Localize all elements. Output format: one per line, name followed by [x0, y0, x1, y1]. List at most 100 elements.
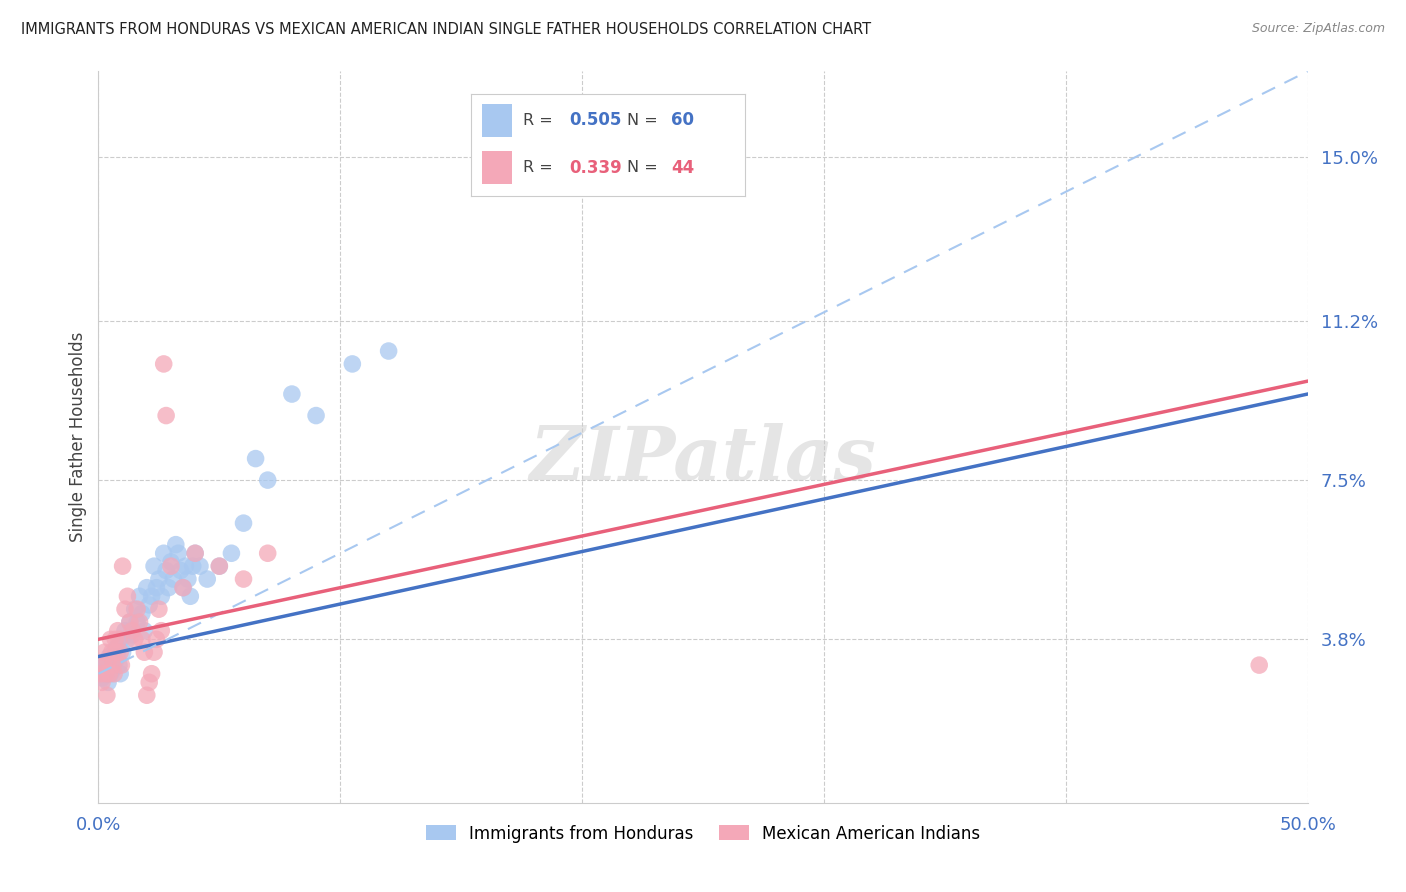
- Point: [97, 654, 120, 668]
- Point: [174, 559, 197, 574]
- Point: [121, 628, 143, 642]
- Point: [100, 632, 122, 647]
- Point: [91, 658, 114, 673]
- Text: 0.505: 0.505: [569, 112, 621, 129]
- Point: [377, 344, 399, 359]
- Point: [157, 581, 180, 595]
- Point: [150, 589, 173, 603]
- Point: [172, 581, 194, 595]
- Point: [131, 607, 153, 621]
- Point: [101, 658, 124, 673]
- Point: [155, 564, 177, 578]
- Point: [342, 357, 364, 371]
- Point: [100, 658, 122, 673]
- Point: [117, 589, 139, 603]
- Point: [103, 666, 125, 681]
- Text: 60: 60: [671, 112, 695, 129]
- Point: [111, 559, 134, 574]
- Text: 0.339: 0.339: [569, 159, 623, 177]
- Point: [256, 546, 278, 560]
- Point: [91, 658, 114, 673]
- Text: R =: R =: [523, 112, 558, 128]
- Point: [101, 662, 124, 676]
- Point: [179, 589, 201, 603]
- Point: [128, 589, 150, 603]
- Point: [134, 624, 156, 638]
- Point: [135, 688, 157, 702]
- Text: N =: N =: [627, 160, 664, 175]
- Point: [104, 632, 127, 647]
- Point: [90, 666, 112, 681]
- Point: [208, 559, 231, 574]
- Point: [184, 546, 207, 560]
- Point: [91, 675, 114, 690]
- Point: [105, 645, 128, 659]
- Point: [232, 516, 254, 530]
- Point: [184, 546, 207, 560]
- Point: [114, 624, 136, 638]
- Point: [107, 649, 129, 664]
- Point: [162, 572, 184, 586]
- Point: [167, 546, 190, 560]
- Point: [105, 640, 128, 655]
- Point: [117, 632, 139, 647]
- Point: [93, 666, 115, 681]
- Point: [124, 632, 146, 647]
- Point: [145, 581, 167, 595]
- Point: [148, 602, 170, 616]
- Point: [143, 645, 166, 659]
- Point: [281, 387, 304, 401]
- Point: [138, 675, 160, 690]
- Point: [141, 666, 163, 681]
- Point: [221, 546, 243, 560]
- Point: [108, 645, 131, 659]
- Point: [118, 615, 141, 629]
- Point: [256, 473, 278, 487]
- Point: [111, 645, 134, 659]
- Point: [108, 666, 131, 681]
- Point: [169, 564, 191, 578]
- Bar: [482, 151, 512, 184]
- Point: [124, 602, 146, 616]
- Point: [93, 645, 115, 659]
- Text: ZIPatlas: ZIPatlas: [530, 423, 876, 495]
- Text: Source: ZipAtlas.com: Source: ZipAtlas.com: [1251, 22, 1385, 36]
- Point: [160, 559, 183, 574]
- Text: N =: N =: [627, 112, 664, 128]
- Point: [152, 546, 174, 560]
- Point: [131, 632, 153, 647]
- Legend: Immigrants from Honduras, Mexican American Indians: Immigrants from Honduras, Mexican Americ…: [419, 818, 987, 849]
- Point: [110, 632, 132, 647]
- Point: [152, 357, 174, 371]
- Point: [96, 662, 118, 676]
- Bar: [482, 104, 512, 136]
- Point: [107, 624, 129, 638]
- Point: [98, 649, 121, 664]
- Point: [195, 572, 218, 586]
- Point: [114, 602, 136, 616]
- Point: [108, 658, 131, 673]
- Point: [141, 589, 163, 603]
- Point: [97, 675, 120, 690]
- Text: IMMIGRANTS FROM HONDURAS VS MEXICAN AMERICAN INDIAN SINGLE FATHER HOUSEHOLDS COR: IMMIGRANTS FROM HONDURAS VS MEXICAN AMER…: [21, 22, 872, 37]
- Point: [128, 615, 150, 629]
- Point: [148, 572, 170, 586]
- Point: [165, 538, 187, 552]
- Point: [232, 572, 254, 586]
- Point: [100, 666, 122, 681]
- Point: [245, 451, 267, 466]
- Point: [135, 581, 157, 595]
- Point: [91, 671, 114, 685]
- Point: [1249, 658, 1271, 673]
- Point: [155, 409, 177, 423]
- Point: [121, 624, 143, 638]
- Point: [143, 559, 166, 574]
- Point: [127, 602, 149, 616]
- Point: [127, 615, 149, 629]
- Point: [208, 559, 231, 574]
- Point: [177, 572, 200, 586]
- Point: [110, 658, 132, 673]
- Point: [134, 645, 156, 659]
- Point: [96, 688, 118, 702]
- Text: R =: R =: [523, 160, 558, 175]
